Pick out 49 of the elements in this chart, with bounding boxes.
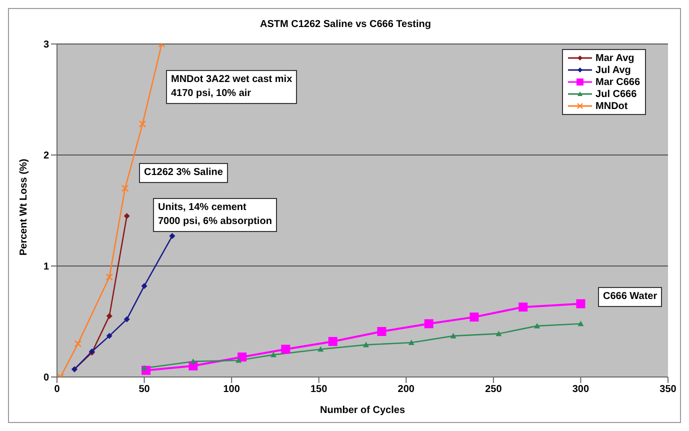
annotation: Units, 14% cement 7000 psi, 6% absorption <box>153 198 277 232</box>
x-tick-label: 50 <box>138 384 150 396</box>
point <box>470 312 479 322</box>
point <box>124 213 130 220</box>
point <box>124 316 130 322</box>
legend-label: Jul Avg <box>596 64 631 76</box>
point <box>106 332 112 339</box>
legend-label: Jul C666 <box>596 88 637 100</box>
point <box>578 320 584 326</box>
point <box>362 342 369 348</box>
point <box>270 352 276 358</box>
point <box>106 312 112 319</box>
point <box>190 358 196 364</box>
point <box>408 340 414 345</box>
point <box>238 352 247 362</box>
point <box>424 319 434 328</box>
legend-label: Mar C666 <box>596 76 640 88</box>
point <box>518 302 528 312</box>
point <box>328 336 338 346</box>
annotation: MNDot 3A22 wet cast mix 4170 psi, 10% air <box>166 70 298 104</box>
legend-label: MNDot <box>596 100 628 112</box>
x-tick-label: 350 <box>660 384 677 396</box>
point <box>534 322 540 328</box>
point <box>236 357 242 363</box>
x-tick-label: 300 <box>572 384 590 396</box>
annotation: C1262 3% Saline <box>139 163 228 183</box>
x-tick-label: 150 <box>310 384 328 396</box>
x-tick-label: 200 <box>398 384 415 396</box>
point <box>318 346 324 352</box>
legend-label: Mar Avg <box>596 52 634 64</box>
point <box>576 299 586 308</box>
point <box>141 365 148 371</box>
y-axis-title: Percent Wt Loss (%) <box>18 158 30 256</box>
point <box>450 332 456 338</box>
y-tick-label: 0 <box>43 372 50 384</box>
x-tick-label: 250 <box>485 384 502 396</box>
point <box>377 326 386 336</box>
x-tick-label: 0 <box>54 384 60 396</box>
x-tick-label: 100 <box>223 384 240 396</box>
chart-title: ASTM C1262 Saline vs C666 Testing <box>259 19 432 30</box>
y-tick-label: 1 <box>43 262 50 273</box>
point <box>496 330 502 336</box>
y-tick-label: 3 <box>43 40 50 51</box>
annotation: C666 Water <box>598 287 662 307</box>
point <box>141 282 148 289</box>
y-tick-label: 2 <box>43 150 50 162</box>
x-axis-title: Number of Cycles <box>320 405 406 416</box>
point <box>169 233 176 240</box>
point <box>281 344 290 354</box>
